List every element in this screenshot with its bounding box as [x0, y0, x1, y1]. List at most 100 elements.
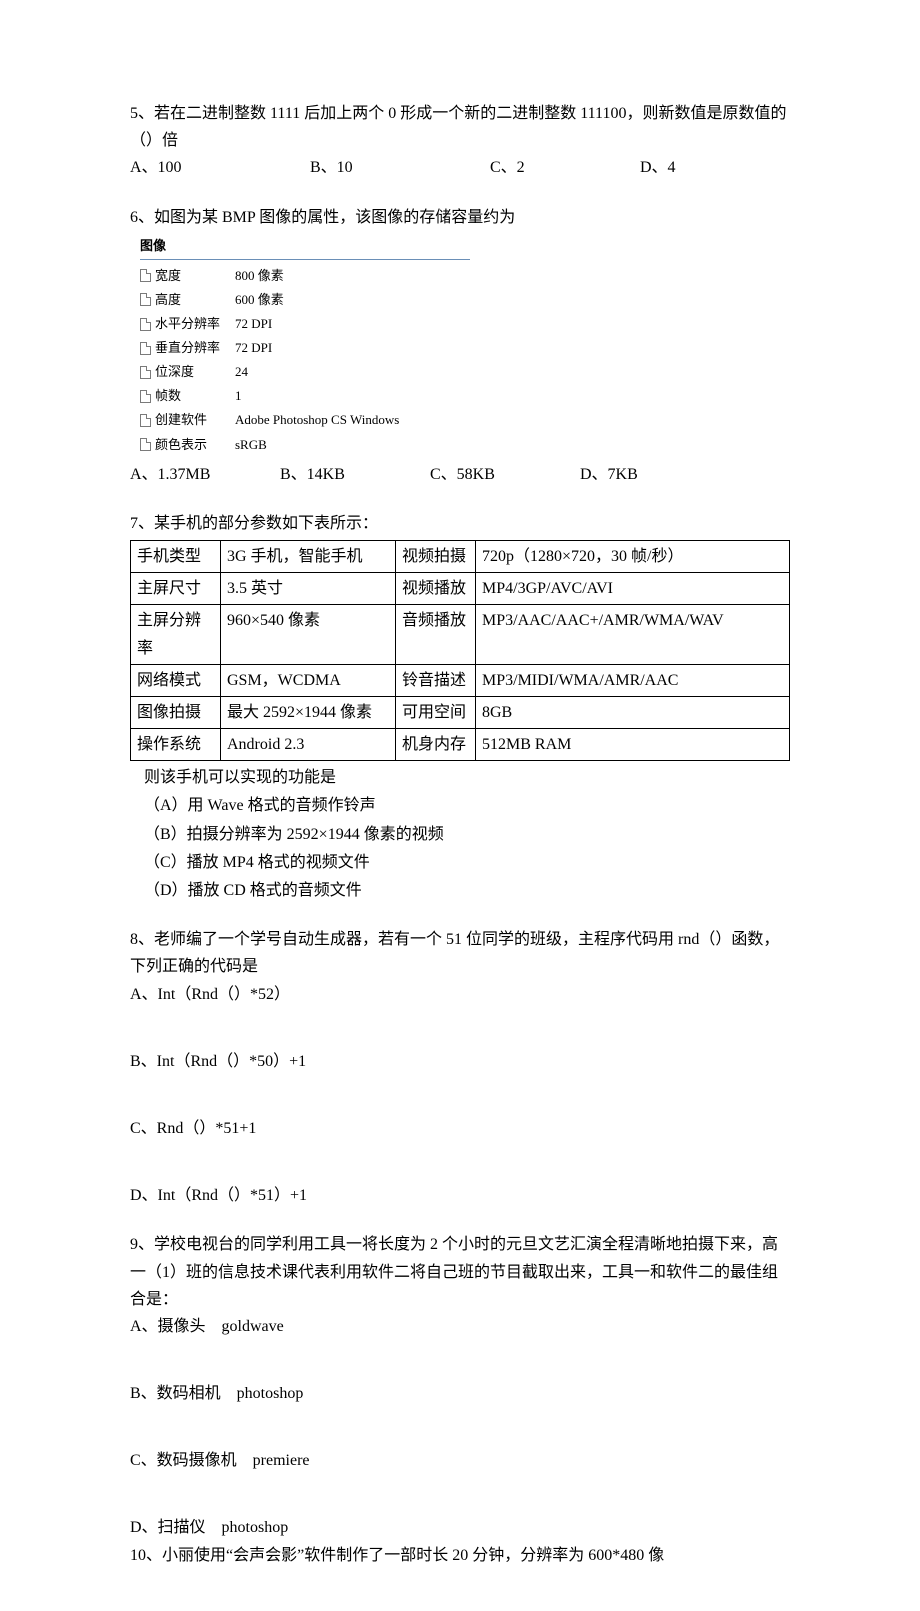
q7-option-b: （B）拍摄分辨率为 2592×1944 像素的视频: [144, 821, 790, 848]
q9-option-b: B、数码相机 photoshop: [130, 1380, 447, 1407]
cell: MP4/3GP/AVC/AVI: [476, 573, 790, 605]
prop-row-height: 高度 600 像素: [140, 288, 790, 312]
q9-option-d: D、扫描仪 photoshop: [130, 1514, 447, 1541]
table-row: 网络模式 GSM，WCDMA 铃音描述 MP3/MIDI/WMA/AMR/AAC: [131, 664, 790, 696]
table-row: 主屏分辨率 960×540 像素 音频播放 MP3/AAC/AAC+/AMR/W…: [131, 605, 790, 664]
cell: 音频播放: [396, 605, 476, 664]
doc-icon: [140, 269, 151, 282]
cell: 手机类型: [131, 540, 221, 572]
q9-option-c: C、数码摄像机 premiere: [130, 1447, 447, 1474]
prop-row-bitdepth: 位深度 24: [140, 360, 790, 384]
prop-frames-value: 1: [235, 385, 242, 407]
prop-row-frames: 帧数 1: [140, 384, 790, 408]
prop-row-width: 宽度 800 像素: [140, 264, 790, 288]
prop-frames-label: 帧数: [155, 385, 181, 407]
cell: 最大 2592×1944 像素: [221, 696, 396, 728]
cell: 8GB: [476, 696, 790, 728]
doc-icon: [140, 318, 151, 331]
prop-bitdepth-label: 位深度: [155, 361, 194, 383]
cell: 主屏分辨率: [131, 605, 221, 664]
question-6-text: 6、如图为某 BMP 图像的属性，该图像的存储容量约为: [130, 204, 790, 231]
doc-icon: [140, 390, 151, 403]
phone-spec-table: 手机类型 3G 手机，智能手机 视频拍摄 720p（1280×720，30 帧/…: [130, 540, 790, 761]
prop-height-label: 高度: [155, 289, 181, 311]
prop-row-vres: 垂直分辨率 72 DPI: [140, 336, 790, 360]
question-7-options: （A）用 Wave 格式的音频作铃声 （B）拍摄分辨率为 2592×1944 像…: [130, 792, 790, 904]
prop-hres-label: 水平分辨率: [155, 313, 220, 335]
question-7-after: 则该手机可以实现的功能是: [130, 764, 790, 791]
question-7-text: 7、某手机的部分参数如下表所示：: [130, 510, 790, 537]
question-9-options: A、摄像头 goldwave B、数码相机 photoshop C、数码摄像机 …: [130, 1313, 790, 1542]
q6-option-b: B、14KB: [280, 461, 390, 488]
q5-option-b: B、10: [310, 154, 450, 181]
q6-option-d: D、7KB: [580, 461, 638, 488]
prop-height-value: 600 像素: [235, 289, 284, 311]
table-row: 操作系统 Android 2.3 机身内存 512MB RAM: [131, 729, 790, 761]
cell: MP3/AAC/AAC+/AMR/WMA/WAV: [476, 605, 790, 664]
q7-option-c: （C）播放 MP4 格式的视频文件: [144, 849, 790, 876]
question-5-options: A、100 B、10 C、2 D、4: [130, 154, 790, 181]
prop-colorspace-label: 颜色表示: [155, 434, 207, 456]
prop-width-value: 800 像素: [235, 265, 284, 287]
table-row: 主屏尺寸 3.5 英寸 视频播放 MP4/3GP/AVC/AVI: [131, 573, 790, 605]
q8-option-a: A、Int（Rnd（）*52）: [130, 981, 447, 1008]
table-row: 手机类型 3G 手机，智能手机 视频拍摄 720p（1280×720，30 帧/…: [131, 540, 790, 572]
question-9-text: 9、学校电视台的同学利用工具一将长度为 2 个小时的元旦文艺汇演全程清晰地拍摄下…: [130, 1231, 790, 1313]
question-7: 7、某手机的部分参数如下表所示： 手机类型 3G 手机，智能手机 视频拍摄 72…: [130, 510, 790, 904]
question-6: 6、如图为某 BMP 图像的属性，该图像的存储容量约为 图像 宽度 800 像素…: [130, 204, 790, 488]
prop-row-creator: 创建软件 Adobe Photoshop CS Windows: [140, 408, 790, 432]
q9-option-a: A、摄像头 goldwave: [130, 1313, 447, 1340]
q7-option-d: （D）播放 CD 格式的音频文件: [144, 877, 790, 904]
doc-icon: [140, 414, 151, 427]
doc-icon: [140, 366, 151, 379]
question-10-text: 10、小丽使用“会声会影”软件制作了一部时长 20 分钟，分辨率为 600*48…: [130, 1542, 790, 1569]
cell: 视频拍摄: [396, 540, 476, 572]
doc-icon: [140, 293, 151, 306]
prop-row-hres: 水平分辨率 72 DPI: [140, 312, 790, 336]
q7-option-a: （A）用 Wave 格式的音频作铃声: [144, 792, 790, 819]
question-6-options: A、1.37MB B、14KB C、58KB D、7KB: [130, 461, 790, 488]
cell: 主屏尺寸: [131, 573, 221, 605]
prop-creator-label: 创建软件: [155, 409, 207, 431]
prop-colorspace-value: sRGB: [235, 434, 267, 456]
prop-width-label: 宽度: [155, 265, 181, 287]
doc-icon: [140, 438, 151, 451]
q6-option-a: A、1.37MB: [130, 461, 240, 488]
cell: 操作系统: [131, 729, 221, 761]
q5-option-a: A、100: [130, 154, 270, 181]
cell: 3.5 英寸: [221, 573, 396, 605]
image-props-header: 图像: [140, 235, 470, 260]
cell: GSM，WCDMA: [221, 664, 396, 696]
question-8-text: 8、老师编了一个学号自动生成器，若有一个 51 位同学的班级，主程序代码用 rn…: [130, 926, 790, 980]
cell: 机身内存: [396, 729, 476, 761]
cell: 可用空间: [396, 696, 476, 728]
image-properties-panel: 图像 宽度 800 像素 高度 600 像素 水平分辨率 72 DPI 垂直分辨…: [140, 235, 790, 457]
cell: 网络模式: [131, 664, 221, 696]
q5-option-d: D、4: [640, 154, 676, 181]
q6-option-c: C、58KB: [430, 461, 540, 488]
cell: 720p（1280×720，30 帧/秒）: [476, 540, 790, 572]
cell: MP3/MIDI/WMA/AMR/AAC: [476, 664, 790, 696]
q5-option-c: C、2: [490, 154, 600, 181]
cell: Android 2.3: [221, 729, 396, 761]
prop-bitdepth-value: 24: [235, 361, 248, 383]
question-8-options: A、Int（Rnd（）*52） B、Int（Rnd（）*50）+1 C、Rnd（…: [130, 981, 790, 1210]
cell: 3G 手机，智能手机: [221, 540, 396, 572]
cell: 视频播放: [396, 573, 476, 605]
question-8: 8、老师编了一个学号自动生成器，若有一个 51 位同学的班级，主程序代码用 rn…: [130, 926, 790, 1209]
cell: 铃音描述: [396, 664, 476, 696]
q8-option-b: B、Int（Rnd（）*50）+1: [130, 1048, 447, 1075]
question-10: 10、小丽使用“会声会影”软件制作了一部时长 20 分钟，分辨率为 600*48…: [130, 1542, 790, 1569]
question-9: 9、学校电视台的同学利用工具一将长度为 2 个小时的元旦文艺汇演全程清晰地拍摄下…: [130, 1231, 790, 1541]
prop-vres-value: 72 DPI: [235, 337, 272, 359]
prop-creator-value: Adobe Photoshop CS Windows: [235, 409, 399, 431]
cell: 图像拍摄: [131, 696, 221, 728]
q8-option-c: C、Rnd（）*51+1: [130, 1115, 447, 1142]
table-row: 图像拍摄 最大 2592×1944 像素 可用空间 8GB: [131, 696, 790, 728]
cell: 512MB RAM: [476, 729, 790, 761]
q8-option-d: D、Int（Rnd（）*51）+1: [130, 1182, 447, 1209]
question-5-text: 5、若在二进制整数 1111 后加上两个 0 形成一个新的二进制整数 11110…: [130, 100, 790, 154]
doc-icon: [140, 342, 151, 355]
prop-hres-value: 72 DPI: [235, 313, 272, 335]
question-5: 5、若在二进制整数 1111 后加上两个 0 形成一个新的二进制整数 11110…: [130, 100, 790, 182]
